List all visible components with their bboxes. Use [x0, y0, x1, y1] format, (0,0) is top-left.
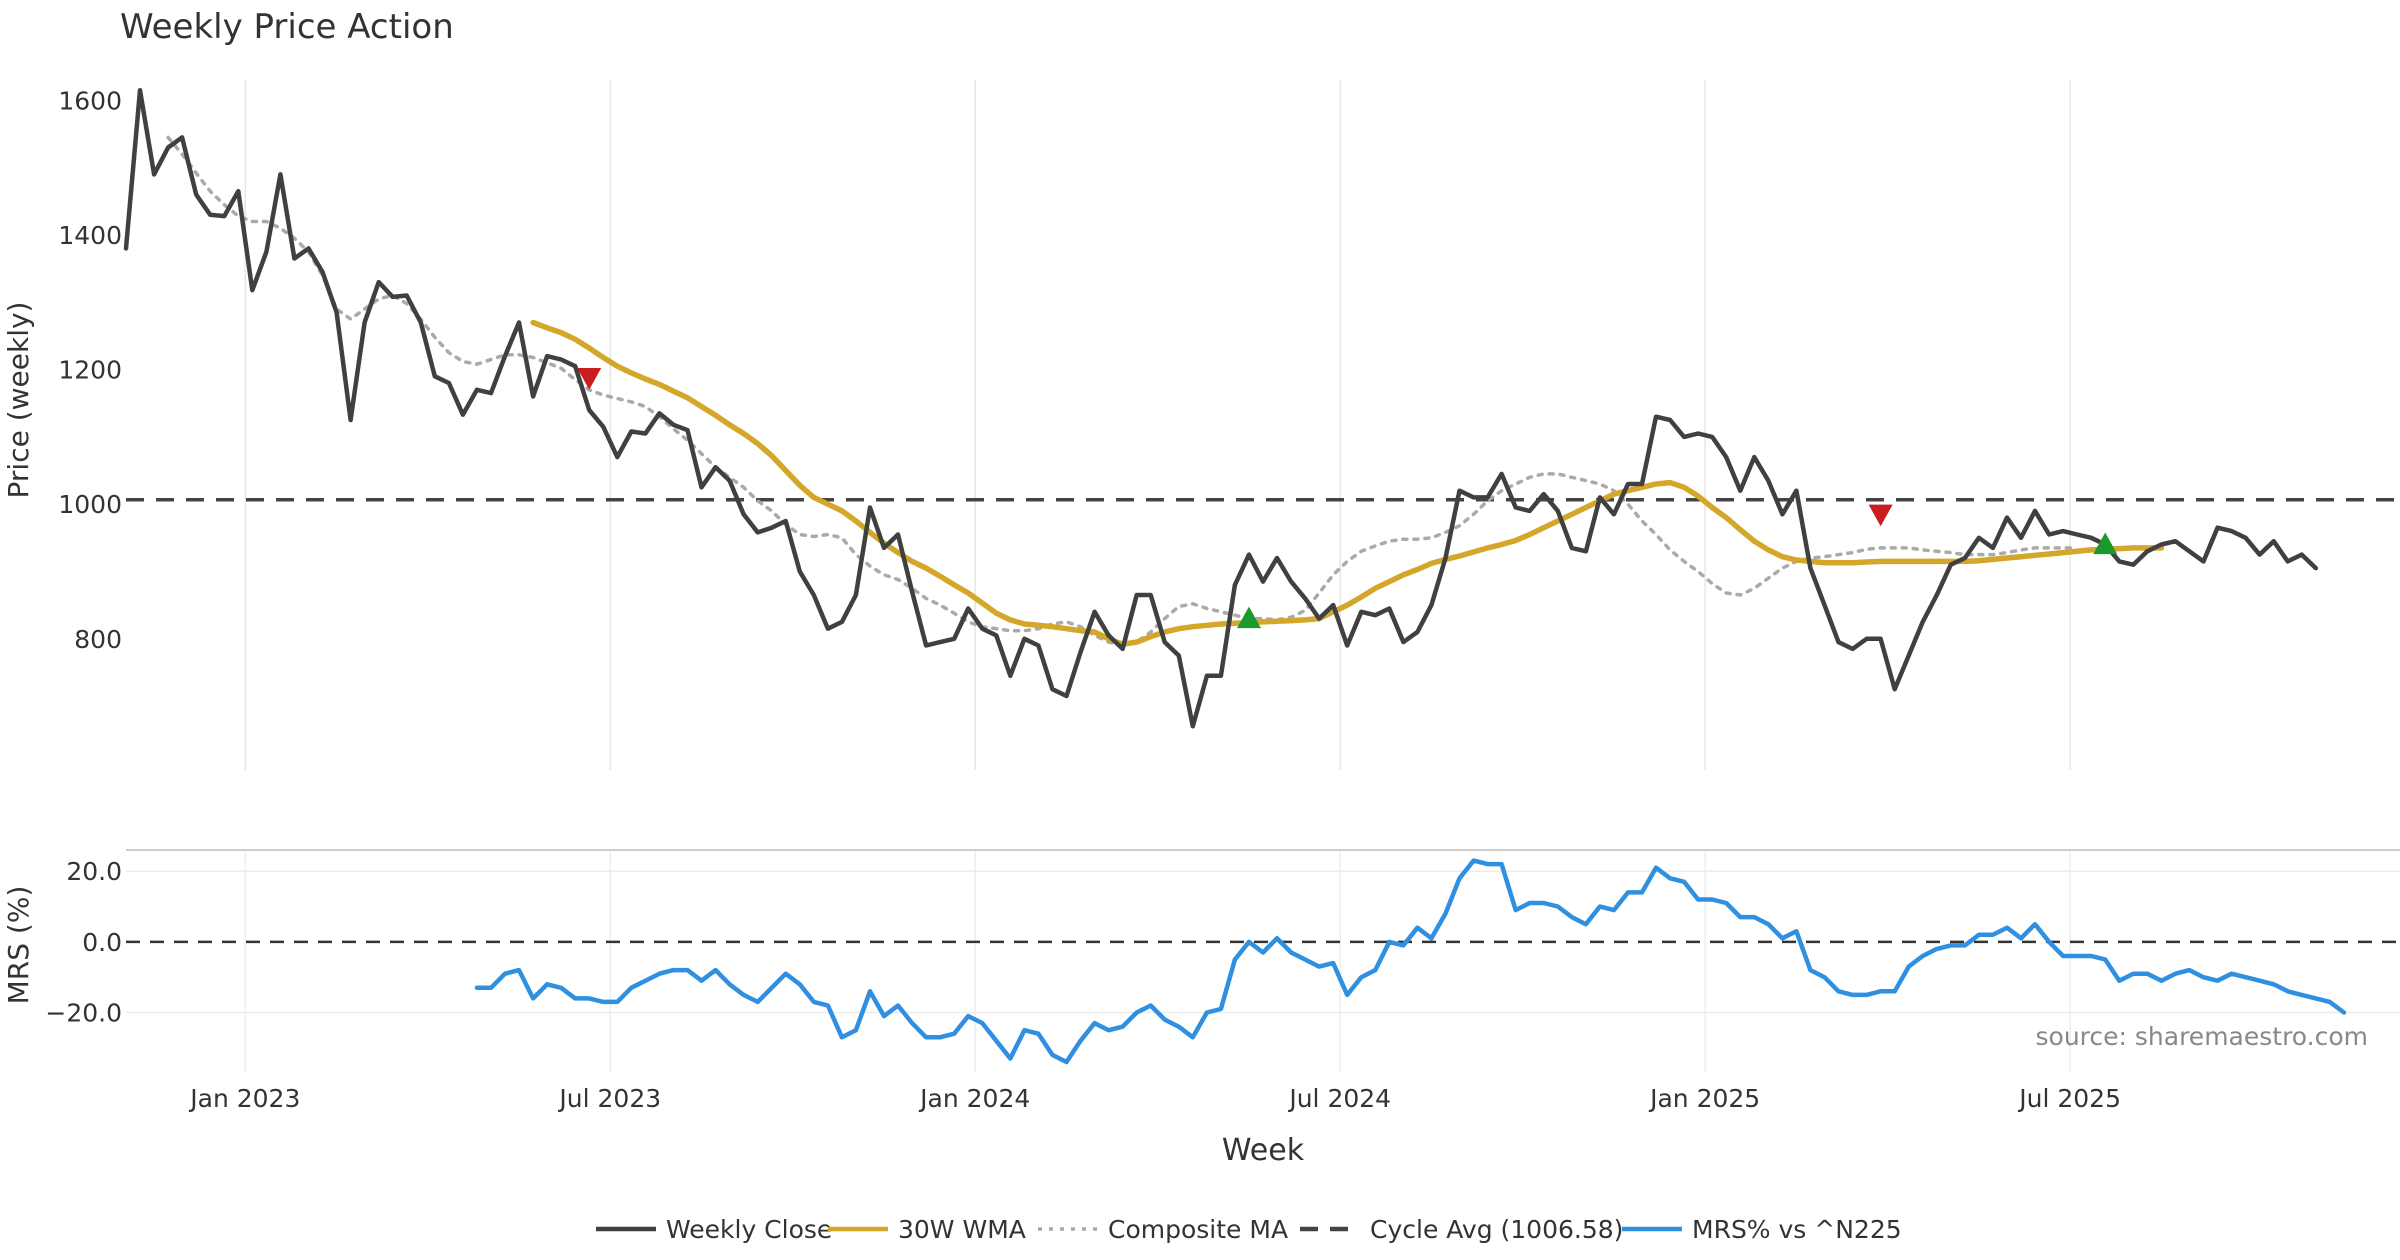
mrs-y-tick-label: −20.0 [45, 999, 122, 1028]
legend-label: Composite MA [1108, 1215, 1288, 1244]
x-axis-ticks: Jan 2023 Jul 2023 Jan 2024 Jul 2024 Jan 2025… [188, 1084, 2121, 1113]
wma-30w-line [530, 319, 2165, 647]
price-y-tick-label: 800 [74, 625, 122, 654]
x-tick-label: Jan 2024 [918, 1084, 1030, 1113]
sell-signal-marker [577, 368, 602, 390]
price-y-axis-label: Price (weekly) [2, 302, 35, 499]
price-series [123, 88, 2400, 729]
mrs-y-tick-label: 20.0 [66, 857, 122, 886]
x-axis-label: Week [1222, 1133, 1305, 1168]
x-tick-label: Jul 2025 [2017, 1084, 2121, 1113]
sell-signal-marker [1868, 504, 1893, 527]
price-y-tick-label: 1600 [58, 86, 122, 115]
mrs-line [474, 858, 2347, 1065]
price-y-tick-label: 1400 [58, 221, 122, 250]
x-tick-label: Jan 2023 [188, 1084, 300, 1113]
mrs-series [126, 858, 2400, 1065]
mrs-gridlines [126, 850, 2400, 1072]
mrs-y-ticks: 20.0 0.0 −20.0 [45, 857, 122, 1027]
legend-label: MRS% vs ^N225 [1692, 1215, 1902, 1244]
weekly-close-line [123, 88, 2319, 729]
buy-signal-marker [1236, 606, 1261, 629]
legend-label: Cycle Avg (1006.58) [1370, 1215, 1623, 1244]
legend-label: Weekly Close [666, 1215, 832, 1244]
chart-title: Weekly Price Action [120, 7, 454, 47]
buy-signal-marker [2093, 532, 2118, 555]
legend-label: 30W WMA [898, 1215, 1026, 1244]
x-tick-label: Jul 2024 [1287, 1084, 1391, 1113]
price-y-ticks: 800 1000 1200 1400 1600 [58, 86, 122, 653]
price-y-tick-label: 1200 [58, 356, 122, 385]
mrs-y-axis-label: MRS (%) [2, 886, 35, 1005]
source-note: source: sharemaestro.com [2036, 1022, 2369, 1051]
x-tick-label: Jul 2023 [557, 1084, 661, 1113]
price-gridlines [244, 80, 2071, 770]
mrs-y-tick-label: 0.0 [82, 928, 122, 957]
legend: Weekly Close 30W WMA Composite MA Cycle Avg… [596, 1215, 1902, 1244]
price-y-tick-label: 1000 [58, 490, 122, 519]
x-tick-label: Jan 2025 [1648, 1084, 1760, 1113]
